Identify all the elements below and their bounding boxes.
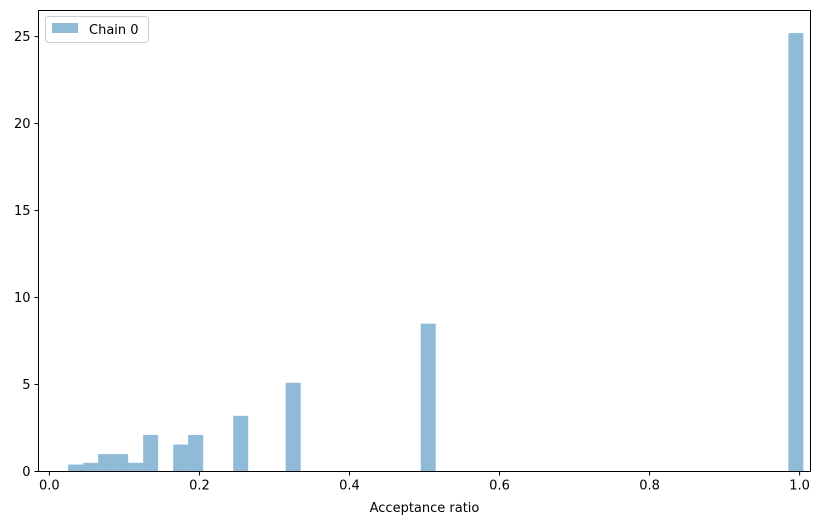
legend: Chain 0 <box>45 16 149 43</box>
histogram-bar <box>128 462 144 472</box>
x-axis-label: Acceptance ratio <box>370 501 480 516</box>
x-tick-label: 0.8 <box>639 479 660 494</box>
histogram-bar <box>188 434 204 472</box>
histogram-bar <box>83 462 99 472</box>
histogram-bar <box>233 415 249 472</box>
histogram-bar <box>68 464 84 472</box>
x-tick-label: 0.6 <box>489 479 510 494</box>
histogram-bar <box>143 434 159 472</box>
x-tick-label: 1.0 <box>789 479 810 494</box>
y-tick-label: 10 <box>14 291 31 306</box>
axes-frame <box>38 10 811 472</box>
legend-label: Chain 0 <box>89 23 139 38</box>
histogram-bar <box>420 323 436 472</box>
legend-swatch <box>52 23 78 33</box>
histogram-bar <box>285 382 301 472</box>
y-tick-label: 0 <box>22 465 30 480</box>
histogram-bar <box>113 454 129 472</box>
y-tick-label: 20 <box>14 117 31 132</box>
histogram-bar <box>98 454 114 472</box>
y-tick-label: 25 <box>14 30 31 45</box>
y-tick-label: 5 <box>22 378 30 393</box>
y-tick-label: 15 <box>14 204 31 219</box>
histogram-bar <box>173 444 189 472</box>
histogram-bars <box>68 33 804 472</box>
x-tick-label: 0.4 <box>339 479 360 494</box>
axes-spines <box>38 10 811 472</box>
y-axis-ticks: 0 5 10 15 20 25 <box>14 30 39 480</box>
x-tick-label: 0.2 <box>189 479 210 494</box>
x-axis-ticks: 0.0 0.2 0.4 0.6 0.8 1.0 <box>39 471 810 494</box>
x-tick-label: 0.0 <box>39 479 60 494</box>
histogram-bar <box>788 33 804 472</box>
